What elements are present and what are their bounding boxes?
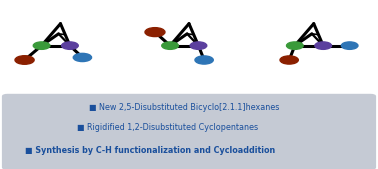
- FancyBboxPatch shape: [2, 94, 376, 169]
- Circle shape: [162, 42, 178, 49]
- Text: ■ Rigidified 1,2-Disubstituted Cyclopentanes: ■ Rigidified 1,2-Disubstituted Cyclopent…: [77, 123, 259, 132]
- Circle shape: [315, 42, 332, 49]
- Circle shape: [73, 53, 91, 62]
- Circle shape: [195, 56, 213, 64]
- Circle shape: [15, 56, 34, 64]
- Circle shape: [341, 42, 358, 49]
- Circle shape: [190, 42, 207, 49]
- Circle shape: [145, 28, 165, 37]
- Circle shape: [280, 56, 298, 64]
- Circle shape: [287, 42, 303, 49]
- Text: ■ New 2,5-Disubstituted Bicyclo[2.1.1]hexanes: ■ New 2,5-Disubstituted Bicyclo[2.1.1]he…: [89, 103, 279, 112]
- Circle shape: [33, 42, 50, 49]
- Circle shape: [62, 42, 78, 49]
- Text: ■ Synthesis by C-H functionalization and Cycloaddition: ■ Synthesis by C-H functionalization and…: [25, 146, 275, 155]
